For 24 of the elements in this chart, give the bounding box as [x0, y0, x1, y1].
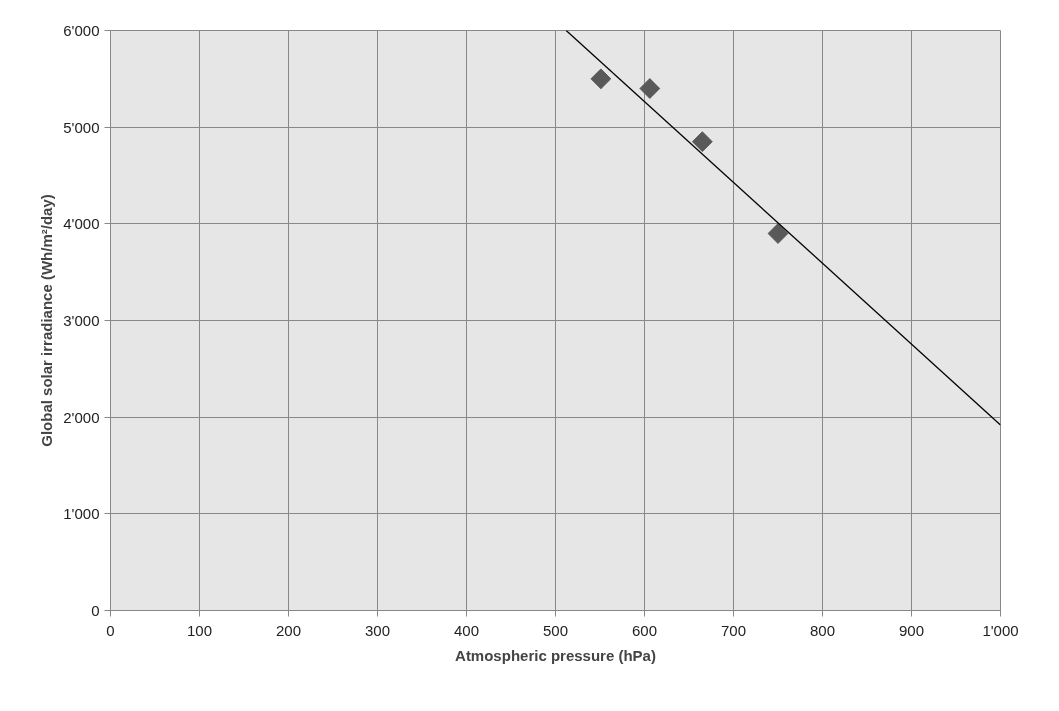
x-tick-label: 600 — [631, 621, 658, 639]
point — [639, 78, 661, 99]
y-tick-label: 5'000 — [63, 118, 100, 136]
y-tick-label: 4'000 — [63, 215, 100, 233]
y-tick-label: 3'000 — [63, 312, 100, 329]
point — [767, 223, 789, 244]
x-tick-label: 700 — [720, 621, 747, 639]
x-tick-label: 200 — [275, 621, 302, 639]
x-tick-label: 300 — [364, 621, 391, 639]
x-tick-label: 900 — [898, 621, 925, 639]
x-tick-label: 500 — [542, 621, 569, 639]
x-tick-label: 1'000 — [982, 621, 1019, 639]
x-tick-label: 400 — [453, 621, 480, 639]
x-tick-label: 100 — [186, 621, 213, 639]
y-tick-label: 6'000 — [63, 22, 100, 39]
y-tick-label: 1'000 — [63, 505, 100, 523]
x-tick-label: 0 — [106, 621, 115, 639]
x-tick-label: 800 — [809, 621, 836, 639]
y-tick-label: 0 — [91, 602, 100, 619]
y-axis-title: Global solar irradiance (Wh/m²/day) — [38, 194, 56, 447]
x-axis-title: Atmospheric pressure (hPa) — [455, 646, 656, 664]
point — [691, 131, 713, 153]
point — [590, 68, 612, 90]
y-tick-label: 2'000 — [63, 408, 100, 426]
